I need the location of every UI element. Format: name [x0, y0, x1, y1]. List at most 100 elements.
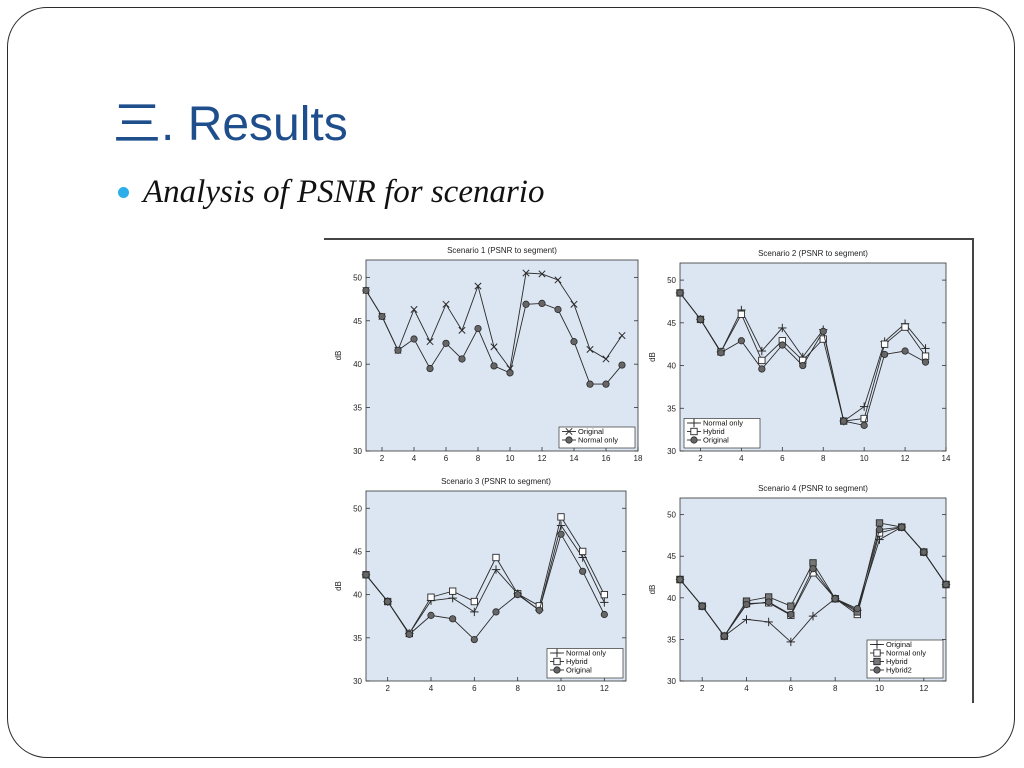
- legend-label-normal-only: Normal only: [566, 649, 606, 658]
- legend-marker-hybrid: [690, 427, 698, 436]
- data-point-original: [522, 269, 530, 277]
- figure-top-edge: [324, 238, 974, 240]
- data-point-normal-only: [618, 361, 626, 369]
- data-point-normal-only: [506, 369, 514, 377]
- x-tick-label: 10: [557, 684, 566, 693]
- data-point-original: [362, 571, 370, 579]
- plot-area: [679, 262, 947, 452]
- x-tick-label: 8: [476, 454, 481, 463]
- x-tick-label: 8: [515, 684, 520, 693]
- x-tick-label: 2: [698, 454, 703, 463]
- y-tick-label: 30: [667, 447, 676, 456]
- x-tick-label: 12: [538, 454, 547, 463]
- y-tick-label: 45: [353, 317, 362, 326]
- data-point-original: [474, 282, 482, 290]
- data-point-hybrid2: [787, 610, 795, 619]
- x-tick-label: 6: [789, 684, 794, 693]
- data-point-normal-only: [554, 305, 562, 314]
- data-point-hybrid: [737, 310, 746, 318]
- data-point-hybrid2: [875, 526, 884, 534]
- data-point-normal-only: [394, 346, 402, 354]
- y-tick-label: 50: [667, 276, 676, 285]
- data-point-normal-only: [442, 339, 450, 347]
- legend-marker-normal-only: [873, 649, 881, 657]
- data-point-original: [384, 597, 392, 606]
- data-point-original: [600, 610, 608, 619]
- data-point-normal-only: [602, 380, 610, 388]
- psnr-charts-svg: Scenario 1 (PSNR to segment) dB 30 35 40 45 50…: [334, 246, 951, 693]
- data-point-original: [696, 315, 705, 324]
- y-tick-label: 45: [667, 319, 676, 328]
- data-point-original: [921, 358, 930, 366]
- data-point-original: [901, 347, 909, 355]
- data-point-normal-only: [426, 364, 434, 373]
- y-tick-label: 40: [353, 360, 362, 369]
- data-point-original: [737, 337, 745, 345]
- data-point-hybrid: [600, 590, 608, 599]
- x-tick-label: 10: [860, 454, 869, 463]
- data-point-original: [449, 615, 457, 623]
- data-point-hybrid: [901, 323, 909, 331]
- data-point-normal-only: [378, 312, 386, 321]
- x-tick-label: 8: [821, 454, 826, 463]
- scenario-4-chart: Scenario 4 (PSNR to segment) dB 30 35 40 45 50…: [648, 484, 951, 693]
- data-point-original: [490, 343, 498, 351]
- data-point-original: [535, 606, 543, 614]
- x-tick-label: 12: [600, 684, 609, 693]
- data-point-hybrid2: [698, 602, 706, 610]
- data-point-hybrid2: [809, 565, 817, 573]
- y-tick-label: 35: [353, 404, 362, 413]
- data-point-original: [427, 611, 435, 619]
- y-axis-label: dB: [648, 585, 657, 595]
- data-point-normal-only: [538, 299, 546, 308]
- x-tick-label: 4: [412, 454, 417, 463]
- data-point-normal-only: [362, 286, 370, 294]
- x-tick-label: 12: [901, 454, 910, 463]
- x-tick-label: 2: [700, 684, 705, 693]
- data-point-hybrid: [758, 356, 766, 365]
- x-tick-label: 16: [602, 454, 611, 463]
- x-tick-label: 14: [570, 454, 579, 463]
- y-axis-label: dB: [334, 581, 343, 591]
- y-tick-label: 50: [353, 273, 362, 282]
- data-point-hybrid2: [920, 548, 928, 556]
- legend-label-original: Original: [578, 427, 604, 436]
- data-point-normal-only: [458, 355, 466, 363]
- y-tick-label: 45: [353, 547, 362, 556]
- data-point-original: [538, 270, 546, 278]
- y-tick-label: 35: [353, 634, 362, 643]
- bullet-dot-icon: [118, 187, 129, 198]
- data-point-hybrid2: [765, 598, 773, 606]
- data-point-hybrid2: [720, 632, 728, 640]
- data-point-hybrid: [860, 414, 868, 423]
- x-tick-label: 10: [875, 684, 884, 693]
- data-point-original: [442, 300, 450, 308]
- figure-right-edge: [972, 238, 974, 703]
- data-point-original: [717, 349, 725, 357]
- x-tick-label: 2: [380, 454, 385, 463]
- data-point-original: [570, 300, 578, 308]
- data-point-hybrid: [427, 593, 435, 601]
- scenario-1-chart: Scenario 1 (PSNR to segment) dB 30 35 40 45 50…: [334, 246, 643, 463]
- data-point-normal-only: [522, 300, 530, 308]
- slide-title: 三. Results: [113, 84, 348, 154]
- data-point-normal-only: [490, 362, 498, 370]
- data-point-original: [410, 305, 418, 314]
- x-tick-label: 4: [744, 684, 749, 693]
- data-point-hybrid: [579, 547, 587, 556]
- y-tick-label: 40: [353, 591, 362, 600]
- plot-area: [365, 259, 639, 452]
- x-tick-label: 12: [919, 684, 928, 693]
- bullet-text: Analysis of PSNR for scenario: [143, 174, 545, 210]
- legend-label-original: Original: [886, 640, 912, 649]
- data-point-original: [426, 338, 434, 346]
- legend-label-normal-only: Normal only: [703, 419, 743, 428]
- legend-box: [558, 426, 636, 449]
- legend-label-original: Original: [703, 436, 729, 445]
- data-point-original: [602, 355, 610, 363]
- x-tick-label: 4: [429, 684, 434, 693]
- legend-marker-hybrid: [873, 657, 881, 666]
- data-point-hybrid: [880, 340, 889, 348]
- legend-marker-normal-only: [565, 436, 573, 444]
- scenario-2-chart: Scenario 2 (PSNR to segment) dB 30 35 40 45 50…: [648, 249, 951, 463]
